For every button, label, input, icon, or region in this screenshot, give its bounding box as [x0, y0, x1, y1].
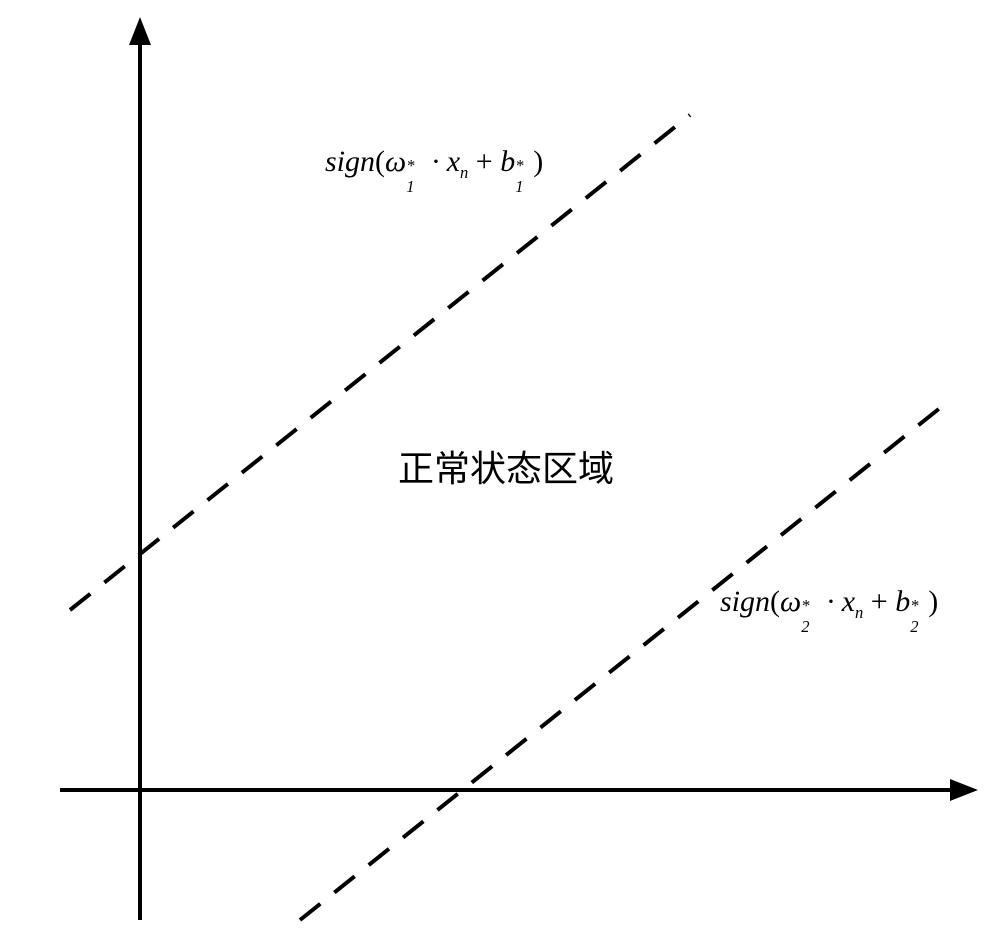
- lower-formula-label: sign(ω*2 · xn + b*2): [720, 585, 938, 623]
- sign-fn: sign: [720, 585, 770, 618]
- y-axis-arrow: [129, 17, 151, 45]
- normal-region-label: 正常状态区域: [398, 440, 614, 492]
- x-axis-arrow: [950, 779, 978, 801]
- upper-formula-label: sign(ω*1 · xn + b*1): [325, 145, 543, 183]
- sign-fn: sign: [325, 145, 375, 178]
- diagram-canvas: sign(ω*1 · xn + b*1) sign(ω*2 · xn + b*2…: [0, 0, 1000, 935]
- upper-boundary-line: [70, 115, 690, 610]
